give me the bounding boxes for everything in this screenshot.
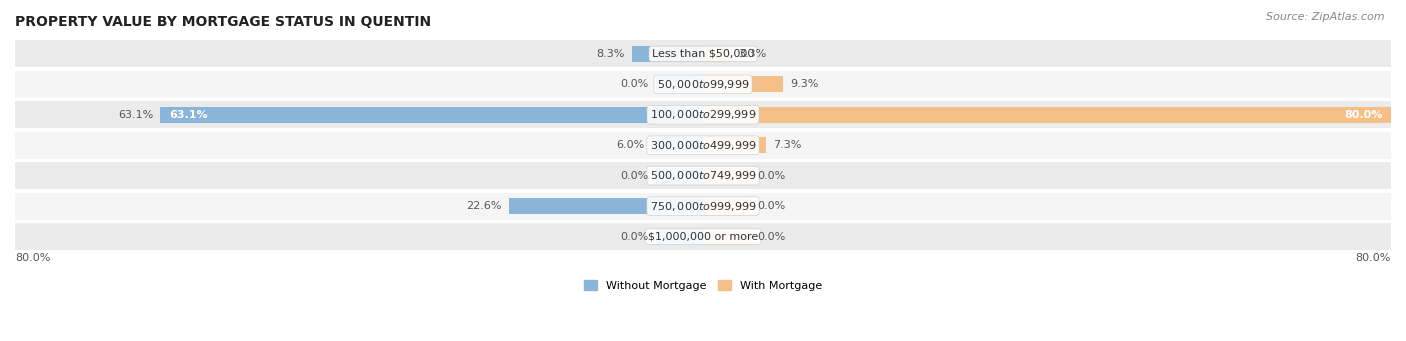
Bar	[509, 198, 703, 214]
Text: Less than $50,000: Less than $50,000	[652, 49, 754, 59]
Text: 22.6%: 22.6%	[467, 201, 502, 211]
Bar	[15, 101, 1391, 128]
Bar	[15, 223, 1391, 250]
Bar	[703, 107, 1391, 123]
Text: Source: ZipAtlas.com: Source: ZipAtlas.com	[1267, 12, 1385, 22]
Bar	[703, 76, 783, 92]
Text: 0.0%: 0.0%	[620, 171, 648, 181]
Text: $750,000 to $999,999: $750,000 to $999,999	[650, 199, 756, 213]
Bar	[15, 193, 1391, 220]
Text: 0.0%: 0.0%	[758, 232, 786, 241]
Text: $300,000 to $499,999: $300,000 to $499,999	[650, 139, 756, 152]
Text: 7.3%: 7.3%	[773, 140, 801, 150]
Text: 3.3%: 3.3%	[738, 49, 766, 59]
Bar	[15, 132, 1391, 159]
Bar	[703, 137, 766, 153]
Legend: Without Mortgage, With Mortgage: Without Mortgage, With Mortgage	[579, 276, 827, 295]
Bar	[655, 168, 703, 183]
Bar	[631, 46, 703, 62]
Text: $1,000,000 or more: $1,000,000 or more	[648, 232, 758, 241]
Text: 63.1%: 63.1%	[169, 110, 208, 120]
Text: 80.0%: 80.0%	[1344, 110, 1382, 120]
Text: 80.0%: 80.0%	[15, 253, 51, 263]
Text: $50,000 to $99,999: $50,000 to $99,999	[657, 78, 749, 91]
Bar	[655, 229, 703, 244]
Text: $500,000 to $749,999: $500,000 to $749,999	[650, 169, 756, 182]
Bar	[15, 41, 1391, 67]
Text: 0.0%: 0.0%	[620, 232, 648, 241]
Bar	[703, 46, 731, 62]
Text: 0.0%: 0.0%	[758, 201, 786, 211]
Bar	[15, 71, 1391, 98]
Bar	[703, 168, 751, 183]
Bar	[160, 107, 703, 123]
Text: 0.0%: 0.0%	[758, 171, 786, 181]
Text: 63.1%: 63.1%	[118, 110, 153, 120]
Text: 8.3%: 8.3%	[596, 49, 624, 59]
Bar	[15, 162, 1391, 189]
Bar	[651, 137, 703, 153]
Text: 80.0%: 80.0%	[1355, 253, 1391, 263]
Bar	[703, 198, 751, 214]
Text: 6.0%: 6.0%	[616, 140, 644, 150]
Text: PROPERTY VALUE BY MORTGAGE STATUS IN QUENTIN: PROPERTY VALUE BY MORTGAGE STATUS IN QUE…	[15, 15, 432, 29]
Bar	[655, 76, 703, 92]
Text: 0.0%: 0.0%	[620, 79, 648, 89]
Bar	[703, 229, 751, 244]
Text: 9.3%: 9.3%	[790, 79, 818, 89]
Text: $100,000 to $299,999: $100,000 to $299,999	[650, 108, 756, 121]
